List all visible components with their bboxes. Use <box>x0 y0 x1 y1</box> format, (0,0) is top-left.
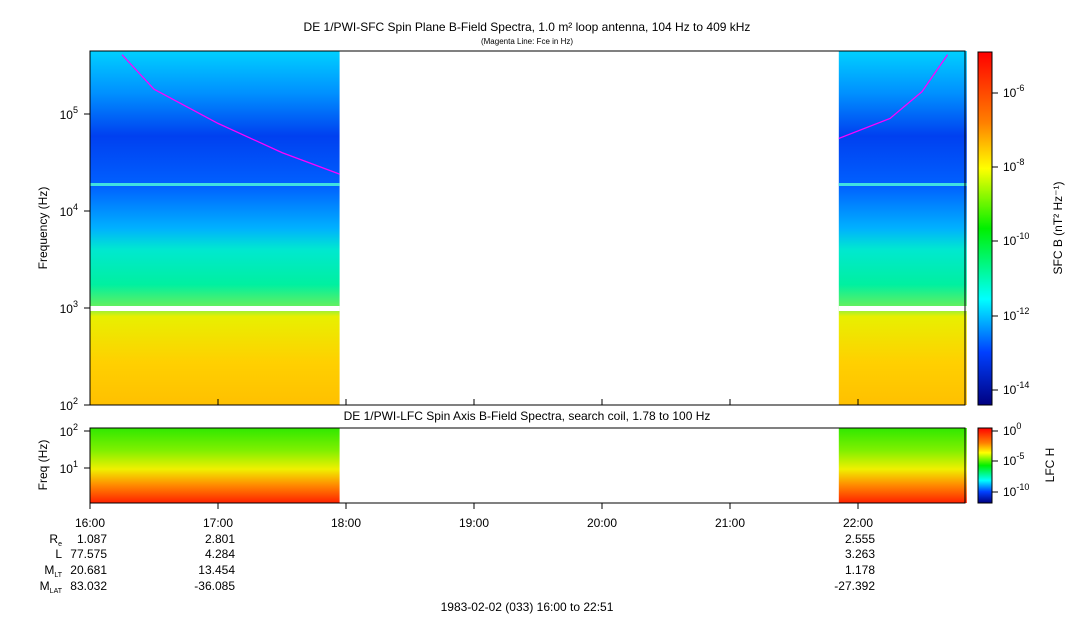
colorbar-tick-label: 10-6 <box>1003 83 1024 100</box>
ephemeris-value-l: 77.575 <box>70 547 107 561</box>
fce-line <box>121 54 340 175</box>
colorbar-tick-label: 100 <box>1003 421 1021 438</box>
colorbar-tick-label: 10-12 <box>1003 306 1029 323</box>
lower-spectrogram-block <box>90 428 340 503</box>
lower-spectrogram-block <box>838 428 967 503</box>
ephemeris-value-mlt: 1.178 <box>845 563 875 577</box>
upper-spectrogram-block <box>90 51 340 405</box>
upper-frame <box>89 50 966 406</box>
lower-frame <box>89 427 966 504</box>
xtick-label: 19:00 <box>459 516 489 530</box>
colorbar-tick-label: 10-14 <box>1003 380 1029 397</box>
upper-ytick-label: 103 <box>60 299 78 316</box>
xtick-label: 21:00 <box>715 516 745 530</box>
footer-date-range: 1983-02-02 (033) 16:00 to 22:51 <box>441 600 614 614</box>
upper-subtitle: (Magenta Line: Fce in Hz) <box>481 37 573 46</box>
ephemeris-value-re: 2.801 <box>205 532 235 546</box>
upper-ytick-label: 104 <box>60 202 78 219</box>
xtick-label: 20:00 <box>587 516 617 530</box>
ephemeris-value-mlt: 20.681 <box>70 563 107 577</box>
colorbar-tick-label: 10-10 <box>1003 231 1029 248</box>
lower-ytick-label: 102 <box>60 422 78 439</box>
upper-colorbar <box>977 51 993 406</box>
upper-ytick-label: 102 <box>60 396 78 413</box>
ephemeris-value-mlat: -36.085 <box>194 579 235 593</box>
lower-ytick-label: 101 <box>60 459 78 476</box>
lower-title: DE 1/PWI-LFC Spin Axis B-Field Spectra, … <box>344 409 711 423</box>
upper-title: DE 1/PWI-SFC Spin Plane B-Field Spectra,… <box>304 20 751 34</box>
colorbar-tick-label: 10-8 <box>1003 157 1024 174</box>
xtick-label: 22:00 <box>843 516 873 530</box>
ephemeris-value-l: 4.284 <box>205 547 235 561</box>
ephemeris-value-l: 3.263 <box>845 547 875 561</box>
lower-ylabel: Freq (Hz) <box>36 440 50 491</box>
ephemeris-value-re: 1.087 <box>77 532 107 546</box>
colorbar-tick-label: 10-5 <box>1003 451 1024 468</box>
ephemeris-value-re: 2.555 <box>845 532 875 546</box>
lower-colorbar <box>977 427 993 504</box>
ephemeris-label-mlt: MLT <box>44 563 62 579</box>
colorbar-tick-label: 10-10 <box>1003 482 1029 499</box>
band-gap <box>90 306 340 311</box>
ephemeris-value-mlt: 13.454 <box>198 563 235 577</box>
fce-line <box>838 54 949 140</box>
upper-ytick-label: 105 <box>60 105 78 122</box>
ephemeris-value-mlat: 83.032 <box>70 579 107 593</box>
upper-colorbar-label: SFC B (nT² Hz⁻¹) <box>1051 182 1065 275</box>
xtick-label: 16:00 <box>75 516 105 530</box>
upper-ylabel: Frequency (Hz) <box>36 187 50 270</box>
lower-plot <box>90 428 967 503</box>
interference-line <box>90 183 340 186</box>
xtick-label: 17:00 <box>203 516 233 530</box>
interference-line <box>838 183 967 186</box>
ephemeris-label-re: Re <box>49 532 62 548</box>
ephemeris-label-l: L <box>55 547 62 561</box>
ephemeris-label-mlat: MLAT <box>40 579 63 595</box>
lower-colorbar-label: LFC H <box>1043 448 1057 483</box>
upper-plot <box>90 51 967 405</box>
ephemeris-value-mlat: -27.392 <box>834 579 875 593</box>
band-gap <box>838 306 967 311</box>
xtick-label: 18:00 <box>331 516 361 530</box>
upper-spectrogram-block <box>838 51 967 405</box>
